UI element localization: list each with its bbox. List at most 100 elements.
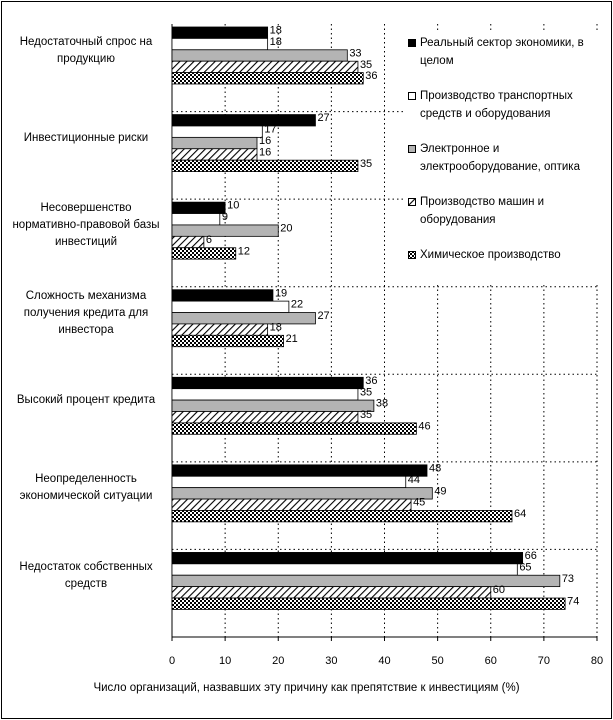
bar: [171, 334, 284, 348]
data-label: 74: [567, 596, 579, 608]
data-label: 18: [270, 25, 282, 37]
legend-swatch-rect: [408, 92, 416, 100]
bar: [171, 487, 433, 500]
legend-swatch: [408, 39, 416, 47]
data-label: 33: [349, 47, 361, 59]
legend-swatch-rect: [408, 198, 416, 206]
bar: [171, 26, 269, 39]
bar: [171, 597, 566, 610]
legend-item: Производство транспортных средств и обор…: [404, 87, 602, 123]
data-label: 48: [429, 462, 441, 474]
data-label: 16: [259, 146, 271, 158]
data-label: 21: [286, 333, 298, 345]
x-axis-title: Число организаций, назвавших эту причину…: [93, 682, 520, 694]
data-label: 66: [525, 550, 537, 562]
data-label: 46: [418, 420, 430, 432]
legend-label: Химическое производство: [420, 249, 561, 261]
legend-swatch: [408, 92, 416, 100]
category-label: Инвестиционные риски: [23, 131, 149, 144]
legend-item: Производство машин и оборудования: [404, 193, 602, 229]
x-tick-label: 20: [272, 655, 284, 667]
data-label: 36: [365, 70, 377, 82]
bar: [171, 114, 316, 127]
data-label: 36: [365, 375, 377, 387]
bar: [171, 72, 364, 85]
data-label: 9: [222, 211, 228, 223]
bar: [171, 563, 518, 576]
x-tick-label: 30: [325, 655, 337, 667]
legend: Реальный сектор экономики, в целом Произв…: [404, 30, 602, 285]
data-label: 35: [360, 158, 372, 170]
category-label: Неопределенность экономической ситуации: [19, 473, 153, 503]
category-label: Сложность механизма получения кредита дл…: [23, 289, 149, 336]
data-label: 16: [259, 135, 271, 147]
data-label: 27: [317, 112, 329, 124]
x-tick-label: 50: [432, 655, 444, 667]
data-label: 38: [376, 398, 388, 410]
bar: [171, 411, 359, 424]
legend-swatch: [408, 251, 416, 259]
legend-label: Электронное и электрооборудование, оптик…: [420, 143, 580, 173]
bar: [171, 312, 316, 325]
legend-label: Производство транспортных средств и обор…: [420, 90, 573, 120]
legend-swatch-rect: [408, 145, 416, 153]
data-label: 35: [360, 59, 372, 71]
bar: [171, 148, 258, 161]
data-label: 27: [317, 310, 329, 322]
bar: [171, 49, 348, 62]
x-tick-label: 60: [485, 655, 497, 667]
x-tick-label: 40: [378, 655, 390, 667]
bar: [171, 125, 263, 138]
legend-swatch-rect: [408, 251, 416, 259]
data-label: 64: [514, 508, 526, 520]
data-label: 60: [493, 584, 505, 596]
bar: [171, 201, 226, 214]
bar: [171, 323, 269, 336]
data-label: 49: [434, 485, 446, 497]
category-label: Недостаток собственных средств: [19, 560, 153, 590]
bar: [171, 498, 412, 511]
bar: [171, 422, 417, 435]
data-label: 12: [238, 245, 250, 257]
data-label: 65: [519, 561, 531, 573]
data-label: 6: [206, 234, 212, 246]
data-label: 22: [291, 299, 303, 311]
bar: [171, 399, 375, 412]
legend-label: Реальный сектор экономики, в целом: [420, 37, 584, 67]
category-label: Несовершенство нормативно-правовой базы …: [12, 202, 160, 249]
bar: [171, 475, 407, 489]
data-label: 35: [360, 386, 372, 398]
category-label: Высокий процент кредита: [16, 394, 156, 407]
legend-item: Химическое производство: [404, 246, 602, 264]
legend-swatch: [408, 198, 416, 206]
legend-swatch: [408, 145, 416, 153]
category-label: Недостаточный спрос на продукцию: [19, 35, 153, 65]
bar: [171, 289, 274, 302]
bar: [171, 464, 428, 477]
bar: [171, 136, 258, 150]
x-tick-label: 80: [591, 655, 603, 667]
bar: [171, 213, 221, 226]
bar: [171, 300, 290, 313]
data-label: 18: [270, 322, 282, 334]
bar: [171, 224, 279, 237]
data-label: 73: [562, 573, 574, 585]
legend-swatch-rect: [408, 39, 416, 47]
x-tick-label: 10: [219, 655, 231, 667]
bar: [171, 586, 492, 599]
data-label: 19: [275, 287, 287, 299]
bar: [171, 376, 364, 390]
data-label: 44: [408, 474, 420, 486]
legend-label: Производство машин и оборудования: [420, 196, 545, 226]
data-label: 20: [280, 223, 292, 235]
data-label: 17: [264, 124, 276, 136]
bar: [171, 235, 205, 249]
bar: [171, 60, 359, 74]
x-tick-label: 70: [538, 655, 550, 667]
bar: [171, 38, 269, 51]
legend-item: Реальный сектор экономики, в целом: [404, 34, 602, 70]
data-label: 18: [270, 36, 282, 48]
data-label: 10: [227, 200, 239, 212]
